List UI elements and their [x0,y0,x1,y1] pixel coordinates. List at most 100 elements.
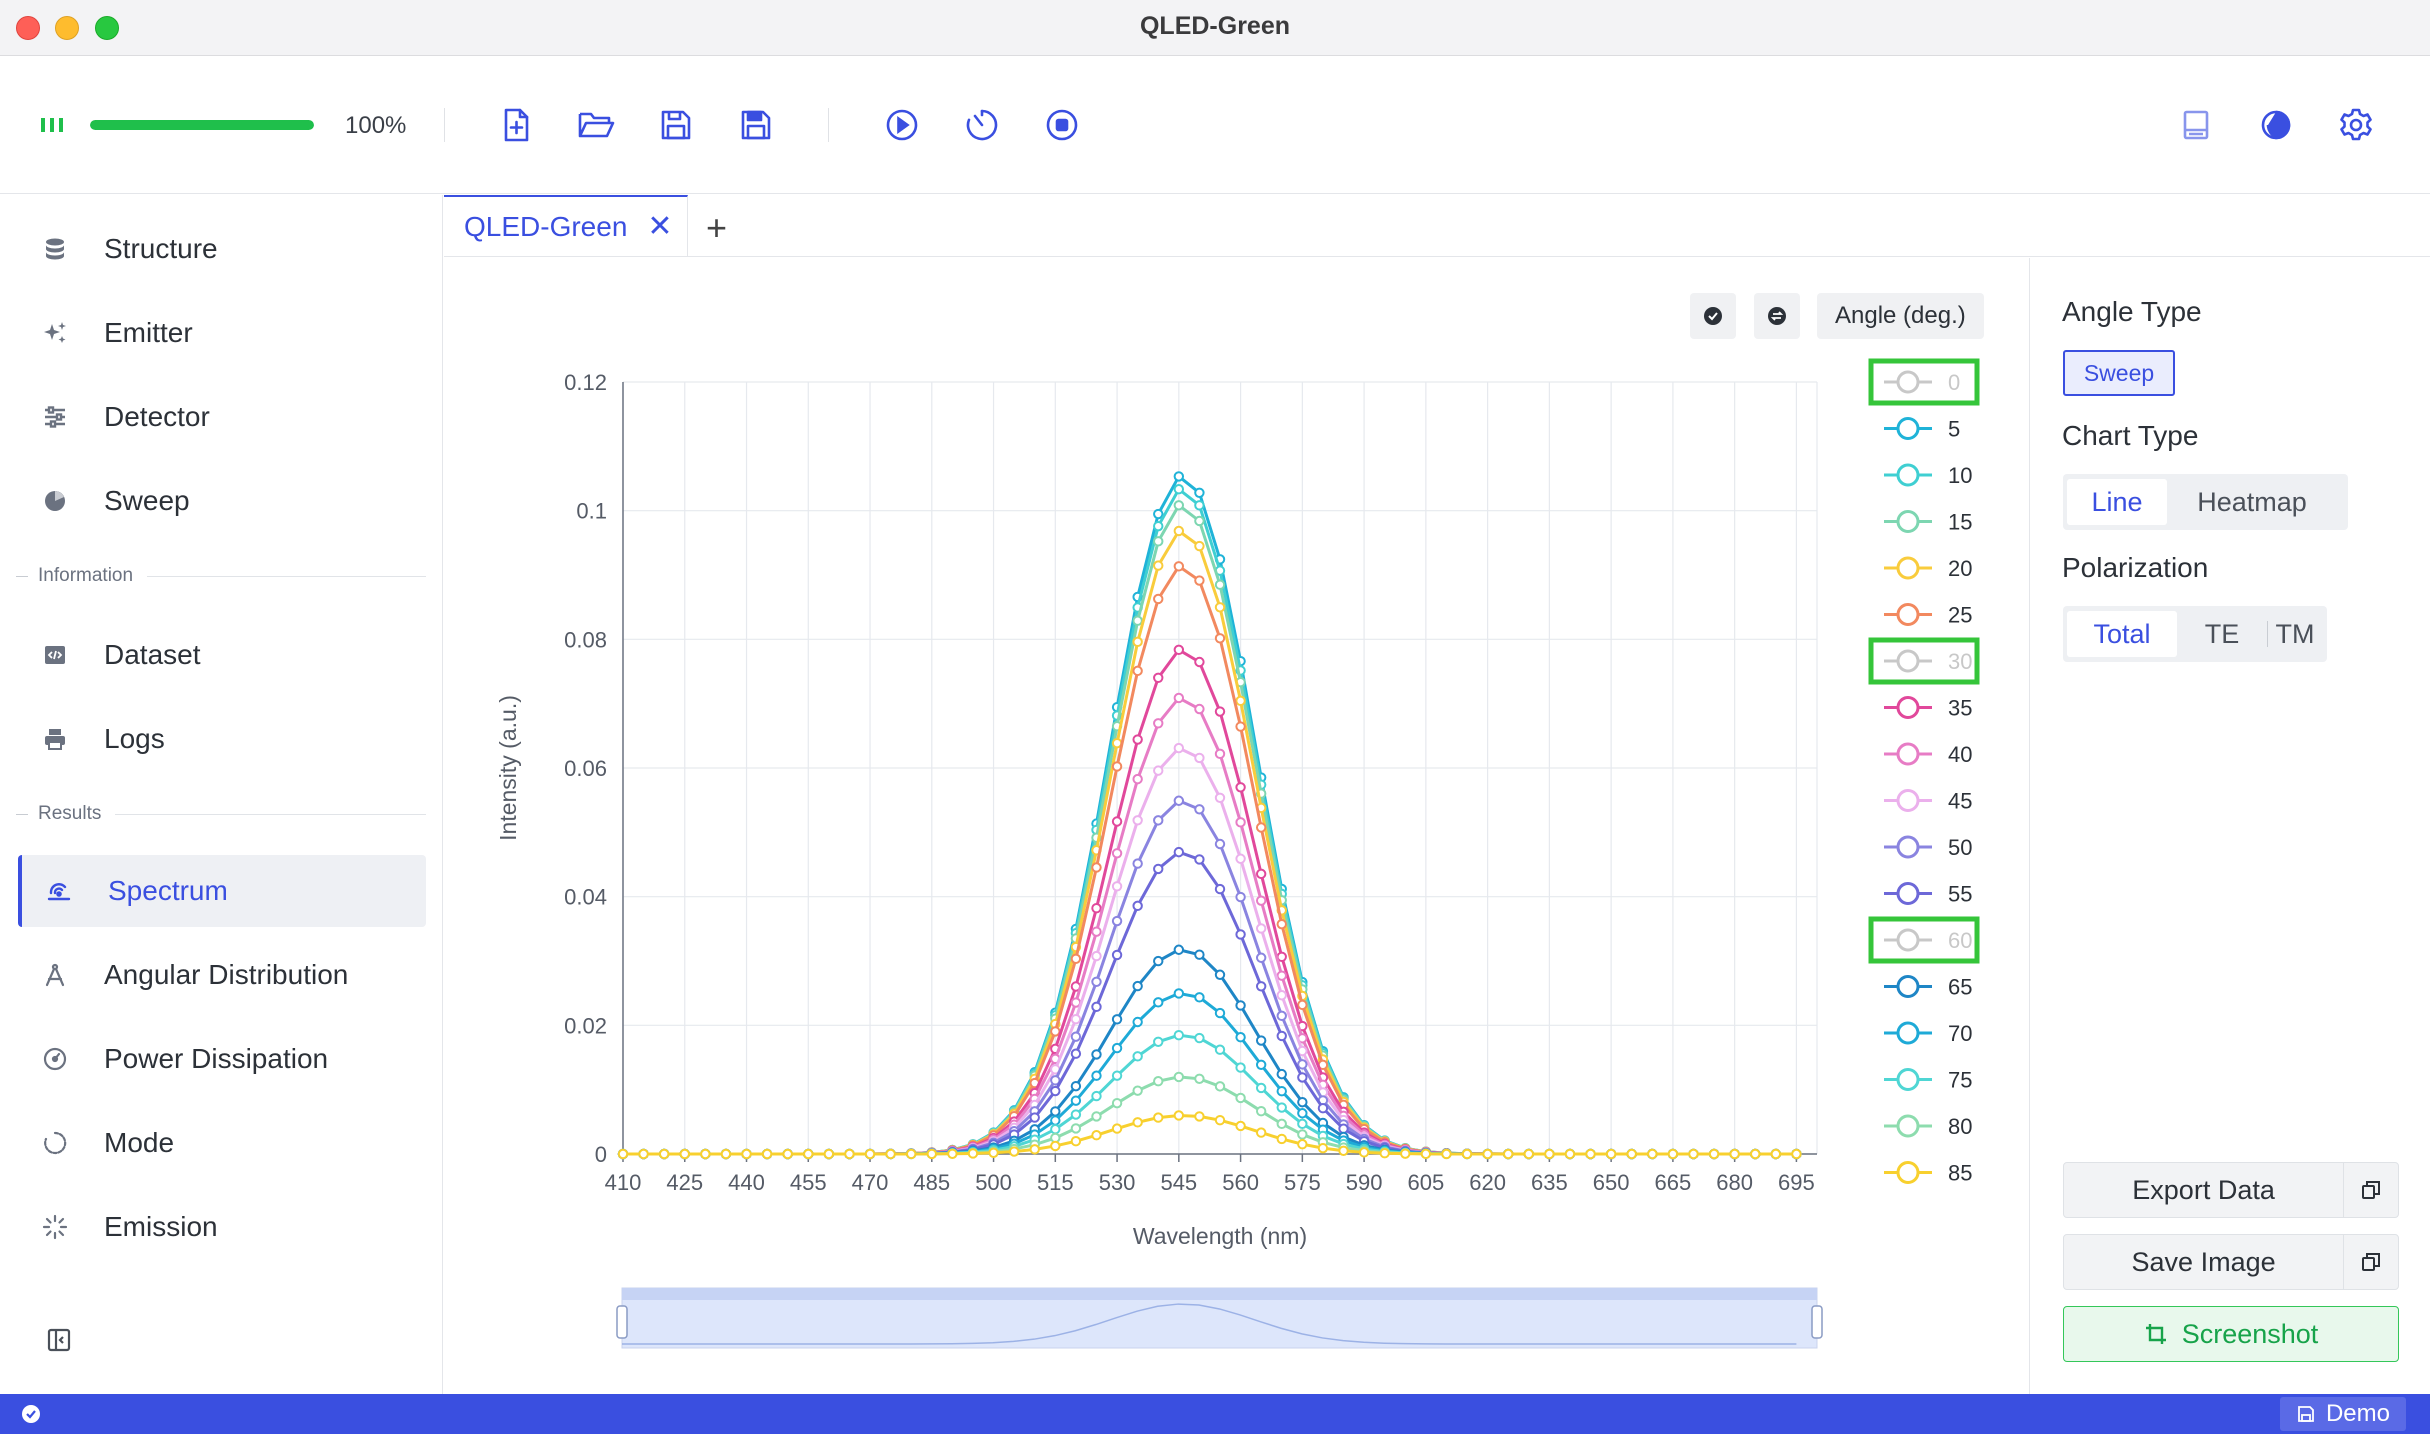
data-point [1153,718,1164,729]
sidebar-item-emitter[interactable]: Emitter [18,297,426,369]
sidebar-item-power-dissipation[interactable]: Power Dissipation [18,1023,426,1095]
sidebar-item-spectrum[interactable]: Spectrum [18,855,426,927]
data-point [761,1148,773,1160]
export-data-button[interactable]: Export Data [2063,1162,2399,1218]
legend-label-80: 80 [1948,1114,1972,1139]
stop-button[interactable] [1042,105,1082,145]
data-point [1111,949,1123,961]
data-point [1297,1118,1308,1130]
data-point [1050,1115,1061,1126]
tab-qled-green[interactable]: QLED-Green ✕ [444,195,688,257]
copy-icon[interactable] [2343,1163,2398,1217]
settings-button[interactable] [2336,105,2376,145]
sidebar-item-dataset[interactable]: Dataset [18,619,426,691]
select-all-button[interactable] [1690,293,1736,339]
data-point [1461,1148,1473,1160]
legend-label-65: 65 [1948,975,1972,1000]
open-folder-button[interactable] [576,105,616,145]
section-label: Information [38,565,134,586]
sliders-icon [42,404,86,430]
data-point [1194,540,1205,552]
x-tick-label: 575 [1284,1170,1321,1195]
run-button[interactable] [882,105,922,145]
add-tab-button[interactable]: + [706,207,728,248]
data-point [1173,1110,1185,1121]
y-tick-label: 0.08 [564,627,607,652]
section-label: Results [38,803,102,824]
data-point [1153,955,1164,967]
polarization-te[interactable]: TE [2204,618,2240,649]
screenshot-button[interactable]: Screenshot [2063,1306,2399,1362]
data-point [1173,500,1185,511]
copy-icon[interactable] [2343,1235,2398,1289]
data-point [1070,1013,1082,1025]
chart-type-heading: Chart Type [2062,420,2199,451]
data-point [1173,944,1185,955]
x-tick-label: 680 [1716,1170,1753,1195]
data-point [1194,854,1205,865]
data-point [1173,471,1185,482]
chart-type-line[interactable]: Line [2067,479,2167,525]
save-button[interactable] [656,105,696,145]
data-point [720,1148,732,1160]
gauge-icon [42,1046,86,1072]
data-point [1276,1085,1287,1097]
progress-fill [90,120,314,130]
data-point [1503,1148,1514,1160]
data-point [1070,1048,1082,1059]
window-minimize-button[interactable] [55,16,79,40]
data-point [1688,1148,1699,1160]
sidebar-item-structure[interactable]: Structure [18,213,426,285]
sidebar-item-emission[interactable]: Emission [18,1191,426,1263]
sweep-button[interactable]: Sweep [2063,350,2175,396]
data-point [1605,1148,1617,1160]
sidebar-item-mode[interactable]: Mode [18,1107,426,1179]
close-icon[interactable]: ✕ [647,210,673,243]
data-point [1194,575,1205,586]
y-tick-label: 0.1 [576,499,607,524]
save-as-button[interactable] [736,105,776,145]
data-point [1091,926,1102,937]
x-tick-label: 440 [728,1170,765,1195]
polarization-total[interactable]: Total [2067,611,2177,657]
series-line-35 [623,647,1797,1156]
data-point [1276,990,1287,1001]
layout-toggle-button[interactable] [2176,105,2216,145]
data-point [1255,1035,1267,1046]
polarization-tm[interactable]: TM [2275,618,2315,649]
sidebar-item-sweep[interactable]: Sweep [18,465,426,537]
timer-button[interactable] [962,105,1002,145]
sidebar-item-logs[interactable]: Logs [18,703,426,775]
legend-swatch-marker [1896,556,1920,580]
series-line-20 [623,528,1797,1156]
data-point [1194,1032,1205,1044]
data-point [1235,1062,1246,1073]
angle-legend-button[interactable]: Angle (deg.) [1817,293,1984,339]
window-maximize-button[interactable] [95,16,119,40]
sidebar-item-angular-distribution[interactable]: Angular Distribution [18,939,426,1011]
invert-selection-button[interactable] [1754,293,1800,339]
demo-badge[interactable]: Demo [2279,1397,2406,1431]
y-axis-label: Intensity (a.u.) [495,695,521,841]
progress-bar [90,120,314,130]
data-point [1235,695,1246,707]
theme-toggle-button[interactable] [2256,105,2296,145]
data-point [1111,1014,1123,1025]
y-tick-label: 0.02 [564,1013,607,1038]
new-file-button[interactable] [496,105,536,145]
sidebar-collapse-icon[interactable] [46,1327,72,1353]
data-point [1297,1096,1308,1108]
sidebar-item-detector[interactable]: Detector [18,381,426,453]
data-point [1153,593,1164,605]
chart-type-heatmap[interactable]: Heatmap [2197,486,2307,517]
data-point [1276,1102,1287,1113]
legend-label-15: 15 [1948,510,1972,535]
data-point [1070,1109,1082,1120]
save-image-button[interactable]: Save Image [2063,1234,2399,1290]
data-point [1070,1123,1082,1134]
window-close-button[interactable] [16,16,40,40]
angle-type-heading: Angle Type [2062,296,2202,327]
legend-swatch-marker [1896,370,1920,394]
data-point [1194,500,1205,511]
x-tick-label: 650 [1593,1170,1630,1195]
